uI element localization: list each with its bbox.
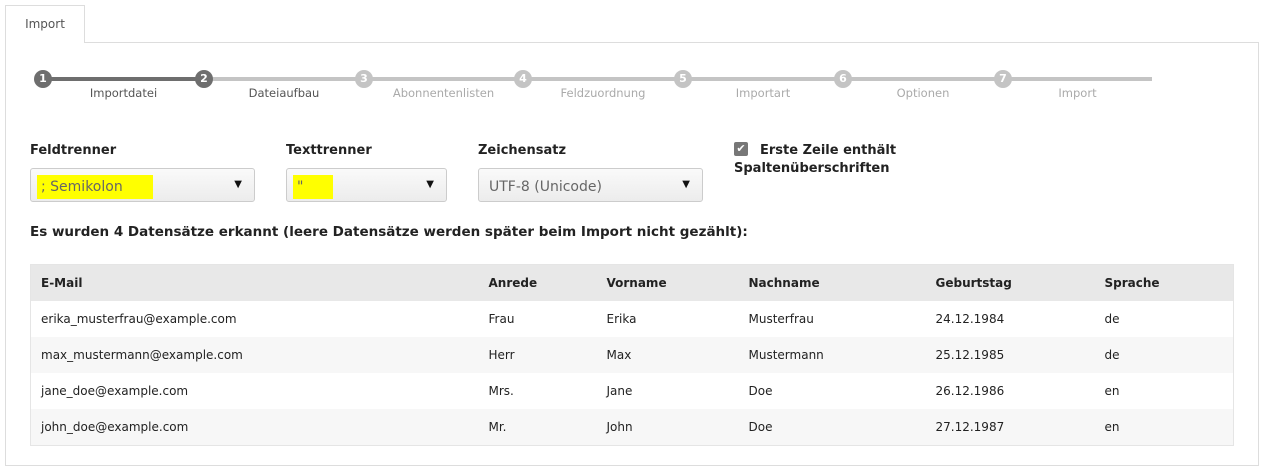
step-6-circle: 6 xyxy=(834,70,852,88)
step-7-label: Import xyxy=(1058,86,1097,100)
table-cell: John xyxy=(596,409,739,446)
step-4-label: Feldzuordnung xyxy=(560,86,646,100)
step-2-circle: 2 xyxy=(195,70,213,88)
records-summary: Es wurden 4 Datensätze erkannt (leere Da… xyxy=(30,224,748,240)
chevron-down-icon: ▼ xyxy=(234,179,242,190)
table-cell: en xyxy=(1104,384,1120,398)
zeichensatz-value: UTF-8 (Unicode) xyxy=(489,179,602,195)
table-cell: en xyxy=(1094,409,1234,446)
step-7-circle: 7 xyxy=(994,70,1012,88)
step-1-circle: 1 xyxy=(34,70,52,88)
step-connector xyxy=(364,77,523,81)
table-cell: Doe xyxy=(748,384,773,398)
column-header: Geburtstag xyxy=(925,264,1095,301)
step-5-circle: 5 xyxy=(674,70,692,88)
texttrenner-value: " xyxy=(293,175,334,199)
table-row: jane_doe@example.com Mrs. Jane Doe 26.12.198… xyxy=(31,373,1234,409)
table-cell: Mustermann xyxy=(738,337,926,373)
step-3-circle: 3 xyxy=(355,70,373,88)
column-header: Anrede xyxy=(478,264,597,301)
column-header: Vorname xyxy=(596,264,739,301)
step-connector xyxy=(43,77,204,81)
table-cell: erika_musterfrau@example.com xyxy=(41,312,237,326)
step-5-label: Importart xyxy=(735,86,791,100)
step-3-label: Abonnentenlisten xyxy=(392,86,495,100)
step-connector xyxy=(683,77,843,81)
table-row: john_doe@example.com Mr. John Doe 27.12.1987… xyxy=(30,409,1234,446)
step-connector xyxy=(843,77,1003,81)
step-connector xyxy=(1003,77,1152,81)
header-row-checkbox-label[interactable]: Erste Zeile enthält Spaltenüberschriften xyxy=(734,143,897,176)
table-row: erika_musterfrau@example.com Frau Erika Mus… xyxy=(31,301,1234,337)
table-cell: jane_doe@example.com xyxy=(41,384,189,398)
checkmark-icon: ✔ xyxy=(736,142,746,155)
table-header-row: E-Mail Anrede Vorname Nachname Geburtstag Spr… xyxy=(30,264,1234,301)
table-cell: Doe xyxy=(738,409,926,446)
column-header: Nachname xyxy=(738,264,926,301)
table-cell: Frau xyxy=(488,312,515,326)
feldtrenner-label: Feldtrenner xyxy=(30,143,117,158)
table-cell: 25.12.1985 xyxy=(925,337,1095,373)
feldtrenner-value: ; Semikolon xyxy=(37,175,153,199)
texttrenner-label: Texttrenner xyxy=(286,143,372,158)
table-cell: john_doe@example.com xyxy=(30,409,479,446)
table-cell: Max xyxy=(596,337,739,373)
texttrenner-select[interactable]: " ▼ xyxy=(286,168,447,202)
table-cell: de xyxy=(1104,312,1120,326)
table-cell: Mrs. xyxy=(488,384,514,398)
zeichensatz-label: Zeichensatz xyxy=(478,143,567,158)
step-4-circle: 4 xyxy=(514,70,532,88)
header-row-checkbox[interactable]: ✔ xyxy=(734,142,748,156)
chevron-down-icon: ▼ xyxy=(426,179,434,190)
zeichensatz-select[interactable]: UTF-8 (Unicode) ▼ xyxy=(478,168,703,202)
feldtrenner-select[interactable]: ; Semikolon ▼ xyxy=(30,168,255,202)
table-row: max_mustermann@example.com Herr Max Musterm… xyxy=(30,337,1234,373)
table-cell: max_mustermann@example.com xyxy=(30,337,479,373)
table-cell: Musterfrau xyxy=(748,312,814,326)
step-1-label: Importdatei xyxy=(89,86,158,100)
table-cell: Herr xyxy=(478,337,597,373)
table-cell: Mr. xyxy=(478,409,597,446)
table-cell: 24.12.1984 xyxy=(935,312,1005,326)
table-cell: Erika xyxy=(606,312,637,326)
tab-import[interactable]: Import xyxy=(5,5,85,43)
column-header: E-Mail xyxy=(30,264,479,301)
import-panel xyxy=(5,42,1259,466)
table-cell: de xyxy=(1094,337,1234,373)
step-2-label: Dateiaufbau xyxy=(248,86,320,100)
table-cell: 26.12.1986 xyxy=(935,384,1005,398)
table-cell: 27.12.1987 xyxy=(925,409,1095,446)
preview-table: E-Mail Anrede Vorname Nachname Geburtstag Spr… xyxy=(30,264,1234,446)
column-header: Sprache xyxy=(1094,264,1234,301)
table-cell: Jane xyxy=(606,384,633,398)
step-6-label: Optionen xyxy=(896,86,950,100)
chevron-down-icon: ▼ xyxy=(682,179,690,190)
step-connector xyxy=(204,77,364,81)
step-connector xyxy=(523,77,683,81)
